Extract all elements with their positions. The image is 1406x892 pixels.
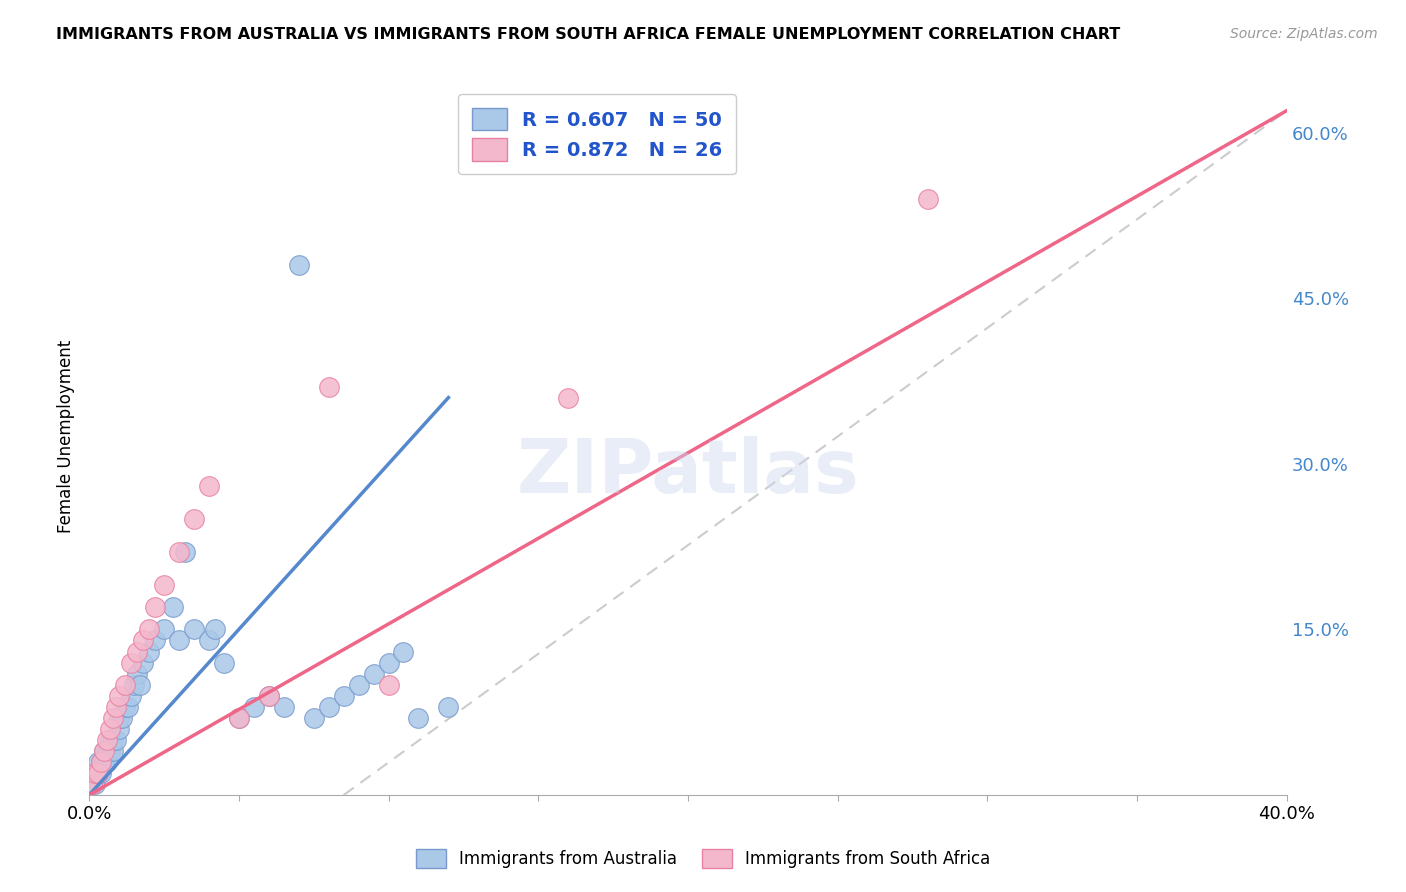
Legend: Immigrants from Australia, Immigrants from South Africa: Immigrants from Australia, Immigrants fr…	[409, 842, 997, 875]
Point	[90, 755, 112, 769]
Point	[87, 766, 110, 780]
Y-axis label: Female Unemployment: Female Unemployment	[58, 340, 75, 533]
Point	[167, 633, 190, 648]
Point	[204, 623, 226, 637]
Point	[287, 258, 309, 272]
Point	[122, 678, 145, 692]
Point	[557, 391, 579, 405]
Point	[363, 666, 385, 681]
Point	[162, 600, 184, 615]
Point	[198, 479, 221, 493]
Point	[114, 678, 136, 692]
Point	[87, 766, 110, 780]
Point	[108, 711, 131, 725]
Point	[93, 744, 115, 758]
Point	[212, 656, 235, 670]
Point	[228, 711, 250, 725]
Point	[228, 711, 250, 725]
Text: ZIPatlas: ZIPatlas	[516, 435, 859, 508]
Point	[93, 755, 115, 769]
Point	[153, 578, 176, 592]
Point	[90, 766, 112, 780]
Point	[198, 633, 221, 648]
Point	[273, 699, 295, 714]
Point	[125, 666, 148, 681]
Point	[183, 512, 205, 526]
Text: IMMIGRANTS FROM AUSTRALIA VS IMMIGRANTS FROM SOUTH AFRICA FEMALE UNEMPLOYMENT CO: IMMIGRANTS FROM AUSTRALIA VS IMMIGRANTS …	[56, 27, 1121, 42]
Point	[318, 699, 340, 714]
Point	[174, 545, 197, 559]
Point	[117, 699, 139, 714]
Point	[120, 656, 142, 670]
Point	[257, 689, 280, 703]
Point	[101, 744, 124, 758]
Point	[105, 699, 128, 714]
Point	[108, 722, 131, 736]
Point	[84, 766, 107, 780]
Point	[98, 722, 121, 736]
Point	[377, 678, 399, 692]
Point	[408, 711, 430, 725]
Point	[129, 678, 152, 692]
Point	[111, 711, 134, 725]
Point	[143, 633, 166, 648]
Point	[96, 744, 118, 758]
Point	[332, 689, 354, 703]
Point	[138, 644, 160, 658]
Point	[98, 732, 121, 747]
Point	[437, 699, 460, 714]
Point	[302, 711, 325, 725]
Point	[96, 732, 118, 747]
Point	[80, 777, 103, 791]
Point	[84, 777, 107, 791]
Legend: R = 0.607   N = 50, R = 0.872   N = 26: R = 0.607 N = 50, R = 0.872 N = 26	[458, 95, 737, 174]
Point	[347, 678, 370, 692]
Point	[153, 623, 176, 637]
Point	[257, 689, 280, 703]
Point	[120, 689, 142, 703]
Point	[242, 699, 264, 714]
Point	[318, 379, 340, 393]
Point	[143, 600, 166, 615]
Point	[87, 755, 110, 769]
Point	[108, 689, 131, 703]
Point	[98, 744, 121, 758]
Point	[377, 656, 399, 670]
Point	[105, 732, 128, 747]
Point	[392, 644, 415, 658]
Point	[183, 623, 205, 637]
Point	[132, 633, 155, 648]
Point	[138, 623, 160, 637]
Point	[80, 777, 103, 791]
Point	[84, 766, 107, 780]
Point	[917, 192, 939, 206]
Text: Source: ZipAtlas.com: Source: ZipAtlas.com	[1230, 27, 1378, 41]
Point	[90, 755, 112, 769]
Point	[101, 711, 124, 725]
Point	[167, 545, 190, 559]
Point	[114, 699, 136, 714]
Point	[96, 755, 118, 769]
Point	[132, 656, 155, 670]
Point	[101, 732, 124, 747]
Point	[125, 644, 148, 658]
Point	[93, 744, 115, 758]
